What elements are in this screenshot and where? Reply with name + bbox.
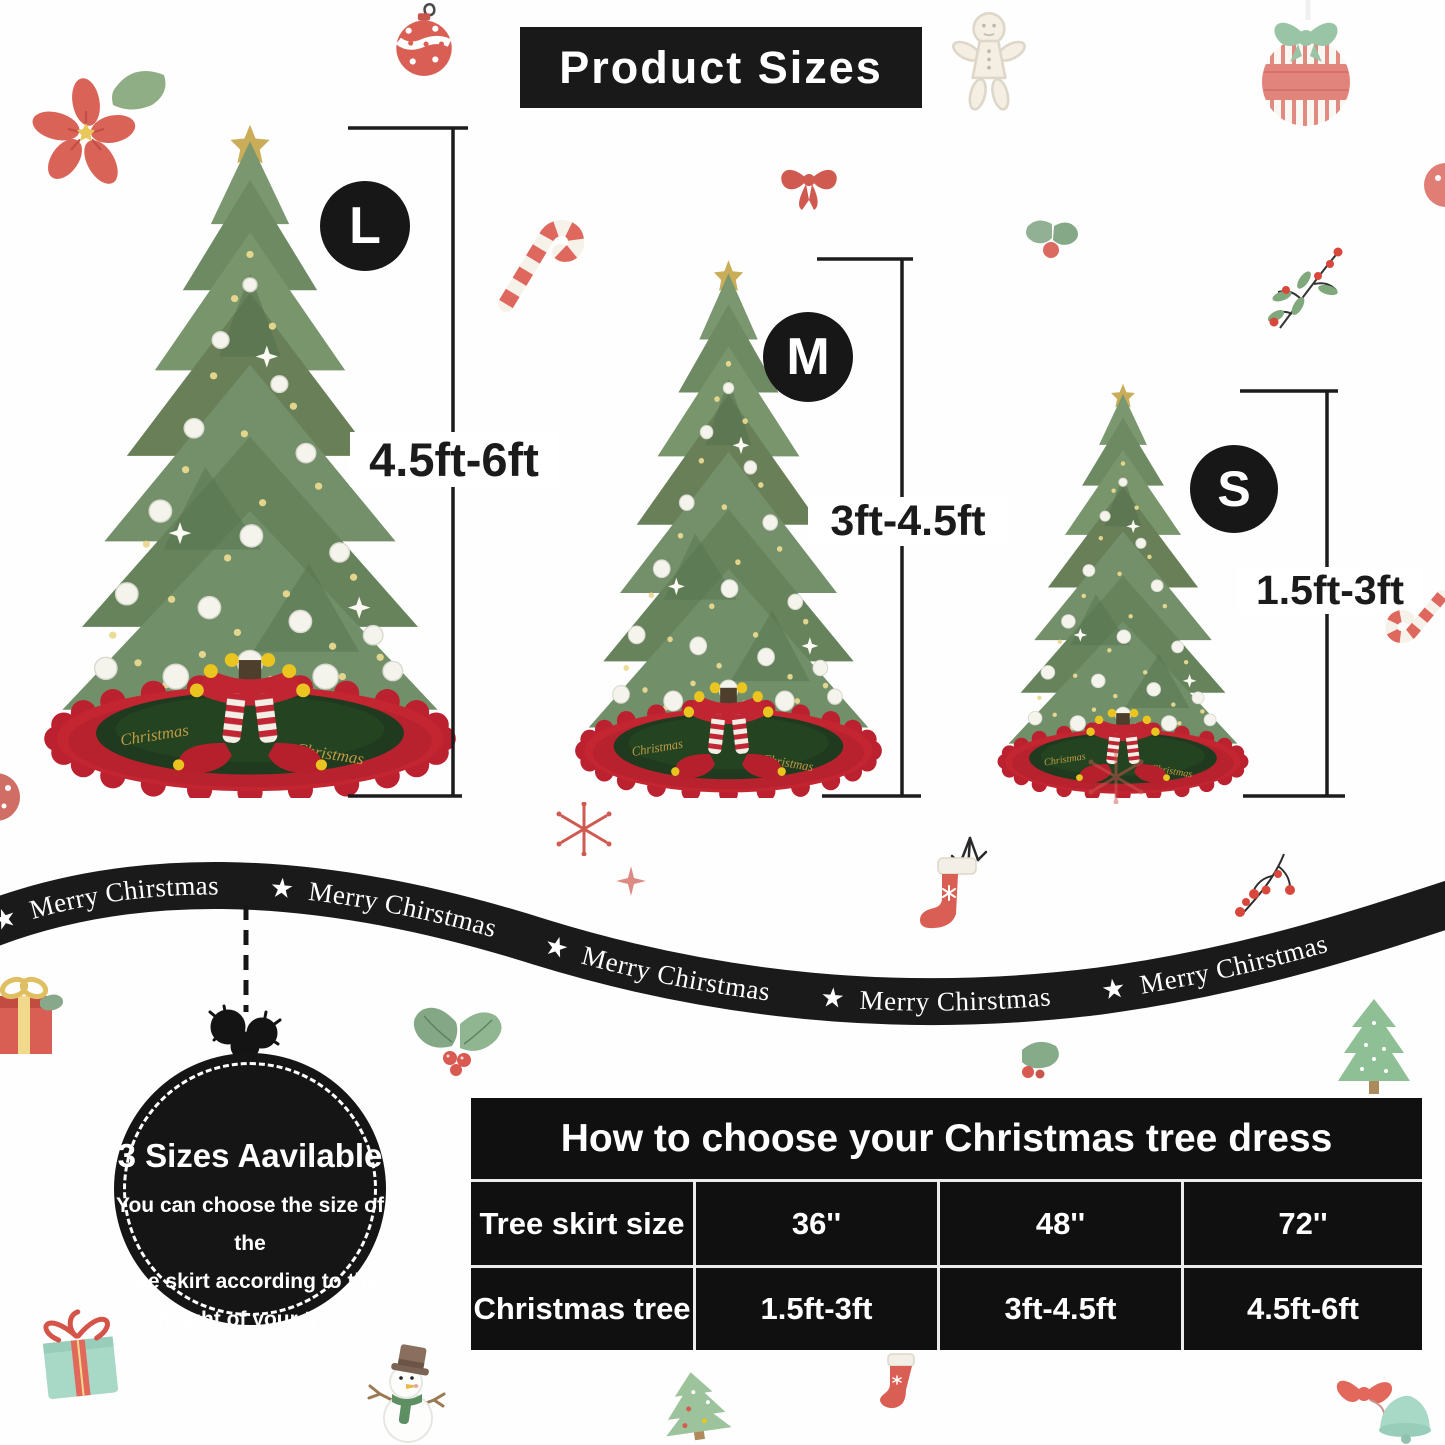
info-circle-ornament: 3 Sizes Aavilable You can choose the siz… — [114, 1053, 386, 1331]
gift-box-icon — [0, 976, 63, 1054]
large-holly-icon — [413, 1007, 502, 1076]
badge-letter: M — [786, 328, 830, 386]
small-tree-icon — [666, 1372, 732, 1441]
info-circle-line: You can choose the size of the — [116, 1194, 384, 1255]
page-title: Product Sizes — [559, 41, 883, 93]
size-badge-medium: M — [763, 312, 853, 402]
table-row-header: Tree skirt size — [471, 1182, 693, 1265]
badge-letter: S — [1217, 461, 1251, 517]
height-range-medium: 3ft-4.5ft — [808, 497, 1008, 546]
red-bauble-icon — [395, 3, 452, 76]
size-table-title: How to choose your Christmas tree dress — [471, 1098, 1422, 1179]
info-circle-line: tree skirt according to the — [121, 1270, 379, 1293]
partial-ornament-icon — [0, 773, 20, 821]
size-badge-large: L — [320, 181, 410, 271]
holly-icon — [1026, 220, 1078, 258]
snowman-icon — [367, 1344, 446, 1443]
mint-gift-icon — [42, 1309, 119, 1400]
berry-branch-icon — [1235, 853, 1295, 917]
table-cell: 36'' — [696, 1182, 937, 1265]
fringe-bauble-bow-icon — [1262, 0, 1350, 126]
poinsettia-icon — [32, 71, 166, 184]
size-table: How to choose your Christmas tree dress … — [471, 1098, 1422, 1350]
info-circle-line: height of your tree — [157, 1308, 343, 1331]
partial-ornament-icon — [1424, 163, 1445, 207]
small-holly-icon — [1022, 1041, 1059, 1079]
bell-gift-icon — [1336, 1380, 1431, 1444]
ribbon-banner — [0, 861, 1445, 1026]
table-cell: 72'' — [1184, 1182, 1422, 1265]
table-cell: 4.5ft-6ft — [1184, 1268, 1422, 1350]
red-snowflake-icon — [1088, 750, 1144, 804]
red-bow-icon — [781, 169, 837, 210]
table-cell: 48'' — [940, 1182, 1181, 1265]
info-circle-heading: 3 Sizes Aavilable — [117, 1137, 383, 1174]
height-range-large: 4.5ft-6ft — [350, 432, 558, 487]
stocking-icon — [920, 836, 988, 929]
badge-letter: L — [349, 197, 381, 255]
small-candy-cane-icon — [1385, 590, 1445, 643]
candy-cane-icon — [498, 220, 584, 312]
table-cell: 3ft-4.5ft — [940, 1268, 1181, 1350]
size-badge-small: S — [1190, 445, 1278, 533]
table-cell: 1.5ft-3ft — [696, 1268, 937, 1350]
height-range-small: 1.5ft-3ft — [1238, 567, 1422, 614]
star-icon — [616, 866, 646, 896]
red-snowflake-icon — [556, 802, 612, 856]
mistletoe-sprig-icon — [1268, 247, 1343, 329]
table-row-header: Christmas tree — [471, 1268, 693, 1350]
small-stocking-icon — [880, 1353, 915, 1409]
gingerbread-man-icon — [952, 12, 1026, 111]
flat-green-tree-icon — [1338, 999, 1410, 1094]
page-title-box: Product Sizes — [520, 27, 922, 108]
